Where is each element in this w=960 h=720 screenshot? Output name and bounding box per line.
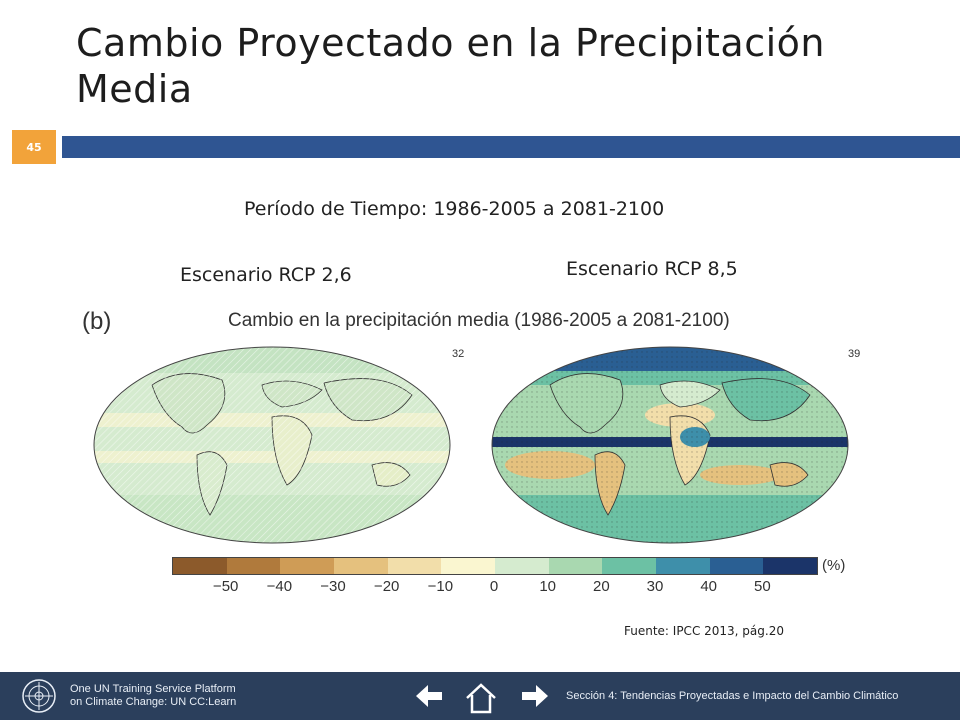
colorbar xyxy=(172,557,818,575)
un-emblem-icon xyxy=(22,679,56,713)
next-arrow-icon[interactable] xyxy=(520,681,550,711)
section-title: Sección 4: Tendencias Proyectadas e Impa… xyxy=(566,690,899,702)
time-period-label: Período de Tiempo: 1986-2005 a 2081-2100 xyxy=(244,198,665,220)
scenario-rcp26-label: Escenario RCP 2,6 xyxy=(180,264,352,286)
figure-title: Cambio en la precipitación media (1986-2… xyxy=(228,310,730,331)
colorbar-tick-label: −30 xyxy=(320,578,346,595)
figure-panel-label: (b) xyxy=(82,308,112,335)
colorbar-segment xyxy=(173,558,227,574)
scenario-rcp85-label: Escenario RCP 8,5 xyxy=(566,258,738,280)
home-icon[interactable] xyxy=(464,681,498,715)
colorbar-segment xyxy=(226,558,281,574)
previous-arrow-icon[interactable] xyxy=(414,681,444,711)
slide-title: Cambio Proyectado en la Precipitación Me… xyxy=(76,21,825,111)
colorbar-tick-label: −10 xyxy=(427,578,454,595)
source-citation: Fuente: IPCC 2013, pág.20 xyxy=(624,624,784,638)
colorbar-tick-label: 0 xyxy=(489,578,499,595)
model-count-left: 32 xyxy=(452,348,465,360)
colorbar-segment xyxy=(709,558,764,574)
colorbar-segment xyxy=(656,558,710,574)
colorbar-segment xyxy=(548,558,603,574)
colorbar-segment xyxy=(441,558,496,574)
org-line-1: One UN Training Service Platform xyxy=(70,683,236,695)
organization-name: One UN Training Service Platform on Clim… xyxy=(70,683,236,709)
header-bar xyxy=(62,136,960,158)
colorbar-segment xyxy=(387,558,442,574)
colorbar-unit: (%) xyxy=(822,557,846,574)
colorbar-tick-label: 50 xyxy=(753,578,771,595)
colorbar-segment xyxy=(334,558,388,574)
colorbar-segment xyxy=(495,558,549,574)
colorbar-segment xyxy=(602,558,657,574)
colorbar-segment xyxy=(280,558,335,574)
map-rcp26 xyxy=(93,346,451,544)
colorbar-tick-label: 30 xyxy=(646,578,664,595)
colorbar-tick-label: 40 xyxy=(700,578,717,595)
colorbar-tick-label: −50 xyxy=(212,578,239,595)
model-count-right: 39 xyxy=(848,348,861,360)
colorbar-tick-label: −40 xyxy=(266,578,293,595)
colorbar-tick-label: 20 xyxy=(592,578,610,595)
page-number: 45 xyxy=(12,130,56,164)
map-rcp85 xyxy=(491,346,849,544)
org-line-2: on Climate Change: UN CC:Learn xyxy=(70,696,237,708)
colorbar-tick-label: −20 xyxy=(373,578,400,595)
colorbar-ticks: −50 −40 −30 −20 −10 0 10 20 30 40 50 xyxy=(172,578,816,598)
colorbar-segment xyxy=(763,558,818,574)
colorbar-tick-label: 10 xyxy=(539,578,556,595)
